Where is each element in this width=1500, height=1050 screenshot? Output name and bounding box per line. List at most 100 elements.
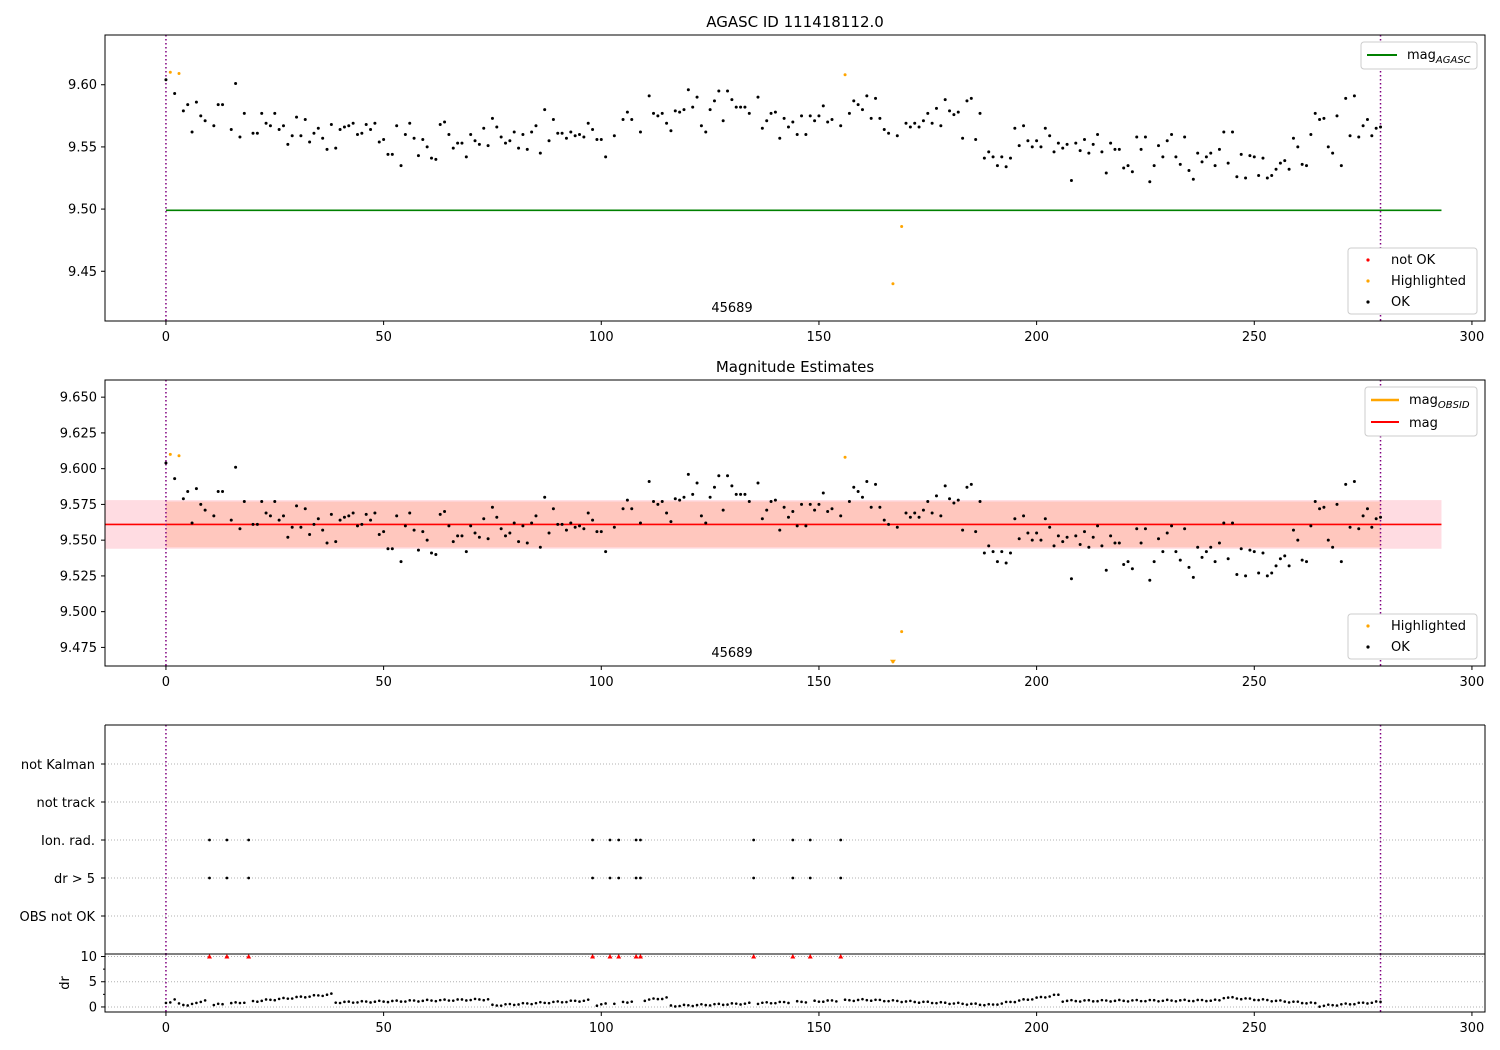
dr-point — [408, 999, 412, 1002]
ok-point — [782, 116, 786, 120]
panel1-xtick-label: 0 — [162, 330, 170, 345]
dr-point — [1157, 999, 1160, 1003]
ok-point — [547, 531, 551, 535]
panel2-title: Magnitude Estimates — [716, 358, 874, 376]
ok-point — [856, 490, 860, 494]
panel2-legend-lower: Highlighted OK — [1347, 613, 1478, 660]
dr-point — [325, 993, 329, 996]
ok-point — [1069, 577, 1073, 581]
ok-point — [1339, 164, 1343, 168]
ok-point — [1161, 550, 1165, 554]
ok-point — [904, 511, 908, 515]
ok-point — [504, 534, 508, 538]
dr-point — [377, 999, 381, 1003]
ok-point — [295, 115, 299, 119]
ok-point — [199, 502, 203, 506]
ok-point — [255, 131, 259, 135]
panel4-xtick-label: 200 — [1024, 1021, 1049, 1036]
ok-point — [1352, 94, 1356, 98]
highlighted-point — [177, 454, 181, 458]
ok-point — [421, 137, 425, 141]
panel1-obsid-label: 45689 — [711, 301, 752, 316]
dr-point — [1218, 998, 1221, 1002]
dr-point — [700, 1002, 703, 1006]
dr-point — [1148, 998, 1152, 1002]
panel4-frame — [104, 953, 1486, 1013]
dr-point — [1213, 998, 1217, 1001]
ok-point — [1265, 176, 1269, 180]
ok-point — [665, 121, 669, 125]
panel1-legend-lower: not OK Highlighted OK — [1347, 247, 1478, 315]
dr-point — [1348, 1003, 1352, 1006]
dr-point — [660, 997, 664, 1001]
highlighted-point — [843, 73, 847, 77]
ok-point — [569, 521, 573, 525]
dr-point — [1044, 996, 1047, 999]
ok-point — [1365, 507, 1369, 511]
ok-point — [1087, 151, 1091, 155]
ok-point — [447, 524, 451, 528]
dr-point — [330, 992, 333, 995]
dr-point — [1122, 999, 1125, 1003]
dr-point — [996, 1003, 999, 1006]
ok-point — [1248, 154, 1252, 158]
ok-point — [673, 109, 677, 113]
ok-point — [443, 120, 447, 124]
ok-point — [203, 508, 207, 512]
ok-point — [1026, 531, 1030, 535]
dr-point — [317, 994, 320, 997]
ok-point — [1217, 147, 1221, 151]
dr-point — [382, 1000, 385, 1003]
dr-point — [621, 1000, 625, 1004]
dr-point — [704, 1003, 708, 1007]
ok-point — [1379, 515, 1383, 519]
dr-clipped-marker — [206, 954, 212, 959]
legend-not-ok-marker — [1366, 258, 1370, 262]
ion-rad-point — [634, 838, 638, 842]
dr-point — [896, 999, 899, 1003]
ok-point — [438, 123, 442, 127]
dr-point — [573, 999, 577, 1003]
ok-point — [800, 114, 804, 118]
dr-point — [1357, 1001, 1361, 1005]
ok-point — [1235, 175, 1239, 179]
dr-point — [1004, 1000, 1008, 1004]
dr-point — [817, 1000, 821, 1003]
dr-point — [935, 1001, 938, 1005]
ok-point — [1261, 551, 1265, 555]
dr-point — [229, 1001, 233, 1005]
ok-point — [952, 501, 956, 505]
dr-point — [804, 1001, 808, 1004]
ok-point — [360, 131, 364, 135]
ok-point — [1017, 144, 1021, 148]
dr-clipped-marker — [751, 954, 757, 959]
dr-point — [1292, 1000, 1295, 1003]
panel2-xtick-label: 300 — [1460, 675, 1485, 690]
dr-point — [412, 999, 416, 1002]
dr-point — [1370, 1001, 1374, 1005]
dr-point — [334, 1001, 338, 1004]
ok-point — [1309, 132, 1313, 136]
dr-point — [386, 1000, 390, 1004]
ok-point — [560, 131, 564, 135]
ok-point — [408, 121, 412, 125]
ok-point — [625, 498, 629, 502]
ok-point — [229, 128, 233, 132]
dr-point — [948, 1002, 951, 1006]
ok-point — [1370, 134, 1374, 138]
dr-point — [978, 1003, 982, 1007]
panel1-xtick-label: 250 — [1242, 330, 1267, 345]
ok-point — [560, 522, 564, 526]
dr-point — [848, 998, 851, 1002]
ion-rad-point — [752, 838, 756, 842]
dr-point — [495, 1004, 499, 1007]
ok-point — [874, 482, 878, 486]
ok-point — [874, 96, 878, 100]
ok-point — [717, 89, 721, 93]
dr-point — [756, 1002, 760, 1006]
ok-point — [1244, 574, 1248, 578]
ok-point — [512, 521, 516, 525]
dr-point — [656, 997, 660, 1001]
ok-point — [538, 151, 542, 155]
ok-point — [482, 126, 486, 130]
